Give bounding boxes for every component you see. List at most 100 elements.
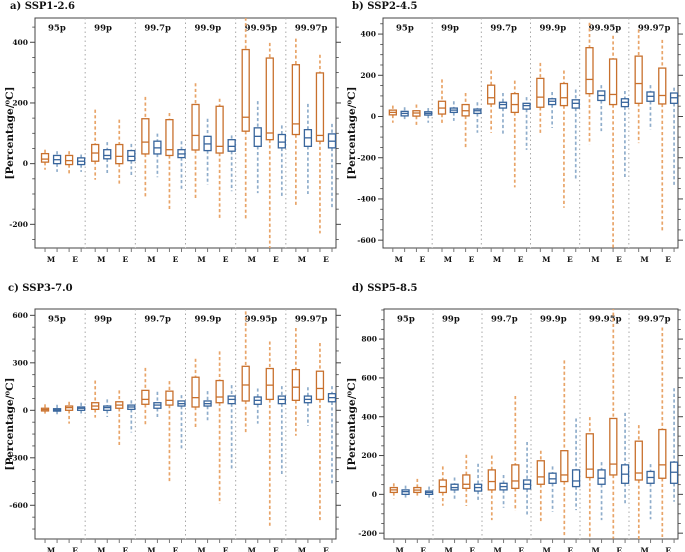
svg-text:M: M: [197, 546, 205, 552]
svg-text:95p: 95p: [48, 315, 66, 325]
svg-text:M: M: [445, 546, 453, 552]
svg-text:E: E: [223, 255, 229, 264]
svg-text:99p: 99p: [441, 24, 459, 34]
svg-text:-200: -200: [9, 220, 28, 229]
svg-text:99.97p: 99.97p: [638, 315, 671, 325]
svg-text:E: E: [567, 546, 573, 552]
svg-text:E: E: [72, 255, 78, 264]
svg-text:99.97p: 99.97p: [638, 24, 671, 34]
svg-text:99.7p: 99.7p: [490, 24, 517, 34]
svg-text:E: E: [122, 255, 128, 264]
svg-text:99.97p: 99.97p: [295, 315, 328, 325]
svg-text:99.95p: 99.95p: [589, 24, 622, 34]
svg-text:99.9p: 99.9p: [195, 315, 222, 325]
svg-text:95p: 95p: [397, 315, 415, 325]
svg-text:0: 0: [372, 490, 377, 499]
panel-c-title: c) SSP3-7.0: [8, 283, 73, 294]
svg-text:E: E: [323, 255, 329, 264]
svg-text:99.7p: 99.7p: [144, 24, 171, 34]
svg-text:M: M: [395, 255, 403, 264]
svg-text:99p: 99p: [94, 24, 112, 34]
svg-text:E: E: [323, 546, 329, 552]
svg-text:600: 600: [361, 374, 377, 383]
svg-text:M: M: [47, 546, 55, 552]
svg-text:E: E: [469, 255, 475, 264]
svg-text:M: M: [494, 546, 502, 552]
svg-text:99.95p: 99.95p: [245, 315, 278, 325]
panel-b-title: b) SSP2-4.5: [352, 1, 418, 12]
panel-a: a) SSP1-2.6 [Percentage/⁰C] -200 0 200 400 9…: [0, 0, 343, 276]
svg-text:0: 0: [371, 112, 376, 121]
svg-text:99.9p: 99.9p: [540, 24, 567, 34]
panel-b: b) SSP2-4.5 [Percentage/⁰C] -600 -400 -200…: [342, 0, 685, 276]
panel-a-title: a) SSP1-2.6: [10, 1, 75, 12]
svg-text:E: E: [616, 255, 622, 264]
svg-text:M: M: [591, 255, 599, 264]
svg-text:M: M: [640, 255, 648, 264]
svg-text:E: E: [665, 546, 671, 552]
svg-text:-200: -200: [357, 153, 376, 162]
svg-text:0: 0: [23, 159, 28, 168]
panel-c: c) SSP3-7.0 [Percentage/⁰C] -600 -300 0 300…: [0, 276, 343, 552]
svg-text:M: M: [298, 546, 306, 552]
svg-text:200: 200: [12, 99, 28, 108]
svg-text:M: M: [197, 255, 205, 264]
svg-text:-600: -600: [357, 236, 376, 245]
svg-text:M: M: [147, 546, 155, 552]
svg-text:M: M: [298, 255, 306, 264]
svg-text:M: M: [396, 546, 404, 552]
svg-text:E: E: [419, 255, 425, 264]
svg-text:0: 0: [23, 406, 28, 415]
svg-text:95p: 95p: [48, 24, 66, 34]
svg-text:M: M: [592, 546, 600, 552]
svg-text:400: 400: [12, 38, 28, 47]
svg-text:M: M: [543, 546, 551, 552]
svg-text:M: M: [248, 255, 256, 264]
svg-text:E: E: [665, 255, 671, 264]
panel-d: d) SSP5-8.5 [Percentage/⁰C] -200 0 200 400 6…: [342, 276, 685, 552]
svg-text:200: 200: [361, 451, 377, 460]
svg-text:E: E: [567, 255, 573, 264]
svg-text:400: 400: [361, 412, 377, 421]
svg-text:99.7p: 99.7p: [491, 315, 518, 325]
svg-text:M: M: [641, 546, 649, 552]
svg-text:E: E: [518, 255, 524, 264]
svg-text:E: E: [469, 546, 475, 552]
svg-text:M: M: [147, 255, 155, 264]
svg-text:99p: 99p: [94, 315, 112, 325]
svg-text:-600: -600: [9, 501, 28, 510]
svg-text:300: 300: [12, 358, 28, 367]
svg-text:M: M: [47, 255, 55, 264]
svg-text:-300: -300: [9, 453, 28, 462]
svg-text:99.95p: 99.95p: [589, 315, 622, 325]
svg-text:M: M: [493, 255, 501, 264]
svg-text:200: 200: [360, 71, 376, 80]
svg-text:99p: 99p: [442, 315, 460, 325]
panel-c-plot: -600 -300 0 300 600 95p M E 99p M E 99.7p M E 99.9p M E 9…: [9, 308, 341, 552]
svg-text:E: E: [420, 546, 426, 552]
panel-d-plot: -200 0 200 400 600 800 95p M E 99p M E 99.7p M E 99.9p M…: [358, 308, 683, 552]
panel-a-plot: -200 0 200 400 95p M E 99p M E 99.7p M E 99.9p M E 99.95…: [9, 17, 341, 264]
svg-text:99.9p: 99.9p: [540, 315, 567, 325]
panel-b-plot: -600 -400 -200 0 200 400 95p M E 99p M E 99.7p M E 99.9…: [357, 17, 683, 264]
svg-text:M: M: [444, 255, 452, 264]
svg-text:E: E: [616, 546, 622, 552]
svg-text:99.95p: 99.95p: [245, 24, 278, 34]
svg-text:99.9p: 99.9p: [195, 24, 222, 34]
svg-text:M: M: [248, 546, 256, 552]
svg-text:600: 600: [12, 311, 28, 320]
panel-d-title: d) SSP5-8.5: [352, 283, 418, 294]
svg-text:-200: -200: [358, 529, 377, 538]
svg-text:M: M: [97, 255, 105, 264]
svg-text:E: E: [518, 546, 524, 552]
svg-text:M: M: [542, 255, 550, 264]
svg-text:400: 400: [360, 30, 376, 39]
svg-text:99.97p: 99.97p: [295, 24, 328, 34]
svg-text:E: E: [223, 546, 229, 552]
svg-text:E: E: [273, 546, 279, 552]
svg-text:M: M: [97, 546, 105, 552]
svg-text:E: E: [122, 546, 128, 552]
svg-text:E: E: [173, 255, 179, 264]
svg-text:E: E: [273, 255, 279, 264]
